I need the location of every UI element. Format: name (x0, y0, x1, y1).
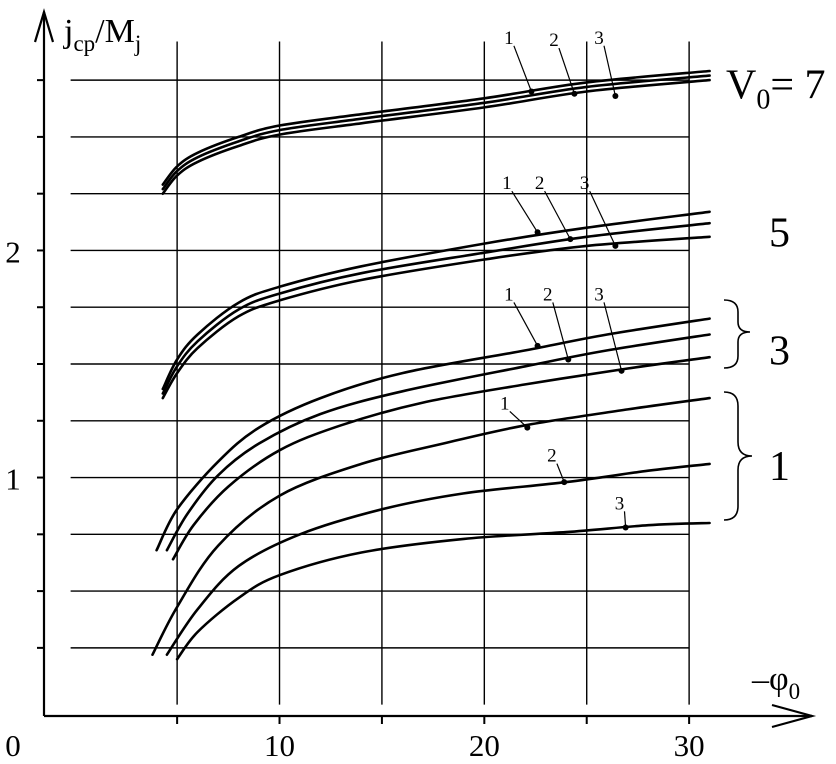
group-label: 5 (769, 210, 790, 256)
group-label: V0= 7 (726, 63, 826, 116)
series-v5-curve-3 (161, 235, 711, 400)
series-v7-curve-1 (161, 69, 711, 186)
curve-number-label: 2 (535, 173, 545, 194)
series-v3-curve-3 (171, 355, 711, 561)
x-tick-label: 0 (5, 728, 21, 763)
series-v3-curve-1 (155, 317, 711, 552)
curve-label-dot (565, 356, 572, 363)
curve-number-label: 3 (594, 28, 604, 49)
curves (151, 69, 711, 661)
curve-label-dot (567, 236, 574, 243)
curve-number-label: 2 (547, 446, 557, 467)
group-label: 3 (769, 328, 790, 374)
curve-label-leader (513, 45, 532, 92)
curve-number-label: 1 (500, 393, 510, 414)
y-axis-title: jcp/Mj (63, 13, 141, 56)
curve-number-label: 3 (594, 284, 604, 305)
curve-label-dot (524, 424, 531, 431)
curve-label-leader (589, 190, 616, 247)
series-v1-curve-2 (165, 462, 711, 656)
series-v1-curve-3 (175, 521, 711, 661)
x-tick-label: 10 (264, 728, 295, 763)
curve-number-label: 2 (549, 30, 559, 51)
curve-label-leader (544, 190, 571, 240)
x-axis-title: –φ0 (751, 661, 800, 704)
curve-label-leader (552, 302, 569, 360)
y-tick-label: 1 (5, 462, 21, 497)
series-v7-curve-3 (161, 78, 711, 195)
curve-number-label: 2 (543, 284, 553, 305)
curve-number-label: 3 (580, 173, 590, 194)
series-v3-curve-2 (165, 333, 711, 552)
x-tick-label: 30 (674, 728, 705, 763)
curve-label-leader (511, 190, 539, 233)
curve-label-dot (534, 229, 541, 236)
curve-label-dot (534, 342, 541, 349)
series-v5-curve-1 (161, 210, 711, 391)
x-tick-label: 20 (469, 728, 500, 763)
curve-number-label: 3 (615, 493, 625, 514)
curve-label-leader (513, 302, 539, 347)
curve-label-leader (603, 45, 616, 97)
curve-label-leader (558, 47, 576, 94)
group-label: 1 (769, 444, 790, 490)
curve-label-dot (571, 90, 578, 97)
curve-labels: 1 2 3 1 2 3 1 2 3 1 2 3 (500, 28, 629, 531)
y-tick-label: 2 (5, 234, 21, 269)
series-v7-curve-2 (161, 74, 711, 191)
series-v5-curve-2 (161, 221, 711, 395)
curve-label-dot (561, 479, 568, 486)
x-axis-arrow (771, 703, 817, 729)
series-v1-curve-1 (151, 396, 711, 656)
y-axis-arrow (33, 8, 55, 43)
group-labels: V0= 7 5 3 1 (726, 63, 826, 491)
curve-number-label: 1 (504, 28, 514, 49)
curve-label-leader (556, 463, 565, 483)
curve-number-label: 1 (502, 173, 512, 194)
brace-group-1 (723, 391, 753, 521)
curve-label-dot (612, 93, 619, 100)
curve-label-leader (603, 302, 623, 371)
curve-label-dot (528, 88, 535, 95)
curve-label-dot (618, 367, 625, 374)
curve-label-dot (622, 524, 629, 531)
ticks: 0 10 20 30 1 2 (5, 79, 705, 763)
curve-label-dot (612, 242, 619, 249)
curve-label-leader (509, 410, 528, 429)
curve-number-label: 1 (504, 284, 514, 305)
brace-group-3 (723, 299, 751, 369)
